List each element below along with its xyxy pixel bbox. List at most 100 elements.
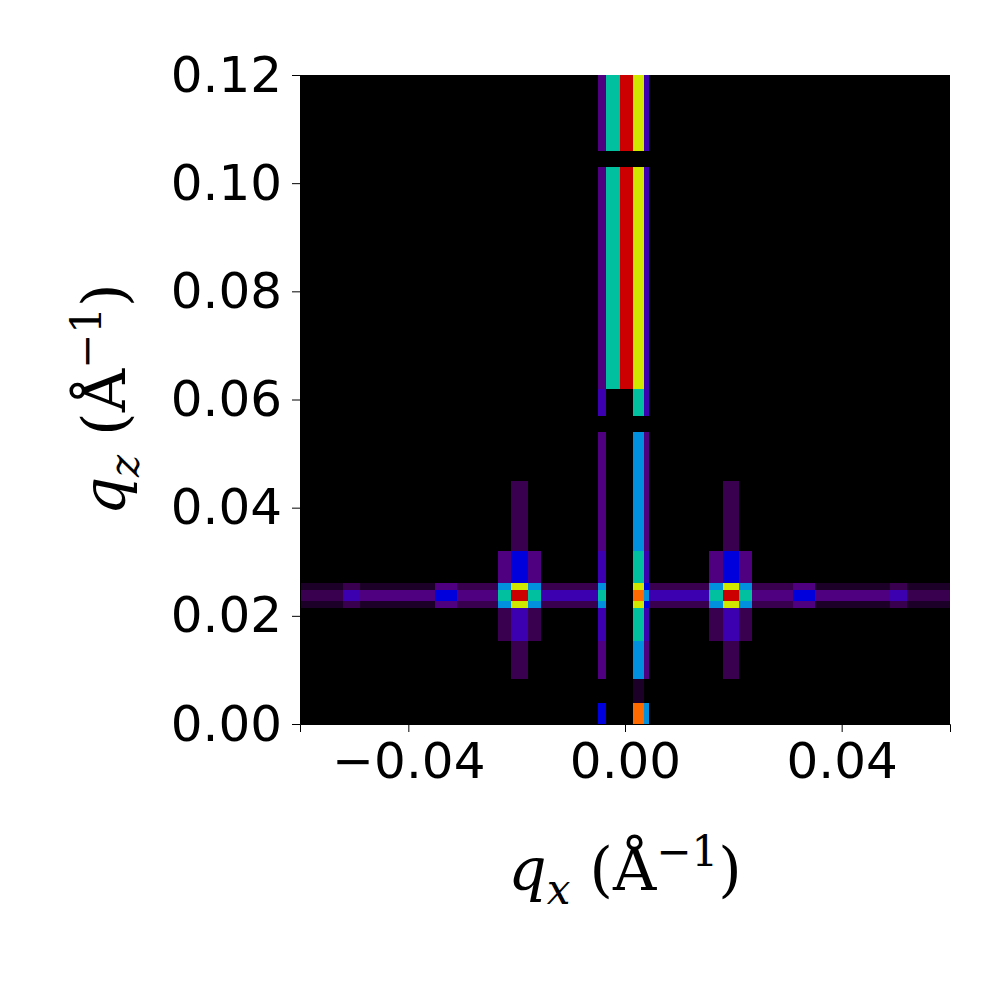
heat-cell [739,551,753,583]
cells [300,75,950,724]
heat-cell [511,702,528,724]
heat-cell [723,590,740,601]
heat-cell [739,481,753,552]
heat-cell [709,481,723,552]
heat-cell [498,702,512,724]
heat-cell [890,167,907,389]
heat-cell [528,590,542,601]
heat-cell [907,702,950,724]
tick: 0.00 [570,724,681,790]
tick-label: 0.10 [171,154,282,212]
heat-cell [606,608,620,641]
heat-cell [752,590,793,601]
heat-cell [511,640,528,678]
heat-cell [435,678,457,703]
heat-cell [541,167,598,389]
heat-cell [360,582,436,590]
heat-cell [620,702,634,724]
tick: 0.04 [171,478,300,536]
heat-cell [606,640,620,678]
heat-cell [644,640,650,678]
heat-cell [723,151,740,168]
heat-cell [709,582,723,590]
heat-cell [793,481,815,552]
heat-cell [606,702,620,724]
heat-cell [815,608,891,641]
heat-cell [815,416,891,433]
heat-cell [300,389,344,417]
heat-cell [528,389,542,417]
heat-cell [360,432,436,481]
heat-cell [723,432,740,481]
heat-cell [343,601,360,609]
heat-cell [457,640,498,678]
heat-cell [907,151,950,168]
tick-mark [292,724,300,725]
heat-cell [620,432,634,481]
heat-cell [649,481,709,552]
tick-label: 0.00 [171,695,282,753]
heat-cell [793,551,815,583]
heat-cell [815,389,891,417]
heat-cell [633,432,644,481]
heat-cell [511,151,528,168]
heat-cell [606,151,620,168]
heat-cell [528,432,542,481]
heat-cell [649,389,709,417]
heat-cell [644,678,650,703]
heat-cell [300,151,344,168]
tick-mark [292,508,300,509]
heat-cell [435,640,457,678]
heat-cell [815,432,891,481]
heat-cell [644,601,650,609]
heat-cell [739,75,753,151]
heat-cell [435,702,457,724]
heat-cell [644,416,650,433]
heat-cell [815,75,891,151]
heat-cell [300,75,344,151]
tick-label: 0.04 [171,478,282,536]
heat-cell [649,151,709,168]
heat-cell [620,151,634,168]
heat-cell [528,151,542,168]
heat-cell [739,601,753,609]
heat-cell [815,590,891,601]
heat-cell [511,167,528,389]
heat-cell [457,678,498,703]
heat-cell [709,151,723,168]
heat-cell [907,75,950,151]
heat-cell [528,551,542,583]
heat-cell [815,151,891,168]
tick: −0.04 [332,724,485,790]
heat-cell [511,608,528,641]
heat-cell [620,608,634,641]
heat-cell [752,75,793,151]
heat-cell [649,416,709,433]
heat-cell [511,416,528,433]
heat-cell [300,601,344,609]
heat-cell [633,416,644,433]
heat-cell [498,481,512,552]
background [0,0,1000,1000]
tick: 0.04 [787,724,898,790]
heat-cell [890,590,907,601]
heat-cell [343,432,360,481]
heat-cell [649,75,709,151]
heat-cell [739,582,753,590]
heat-cell [752,151,793,168]
heat-cell [633,678,644,703]
heat-cell [890,151,907,168]
heat-cell [752,481,793,552]
heat-cell [300,416,344,433]
heat-cell [343,416,360,433]
heat-cell [606,590,620,601]
heat-cell [890,702,907,724]
heat-cell [498,678,512,703]
heat-cell [815,167,891,389]
heat-cell [300,590,344,601]
heat-cell [598,151,607,168]
tick-mark [292,400,300,401]
heat-cell [793,151,815,168]
heat-cell [598,678,607,703]
heat-cell [620,582,634,590]
